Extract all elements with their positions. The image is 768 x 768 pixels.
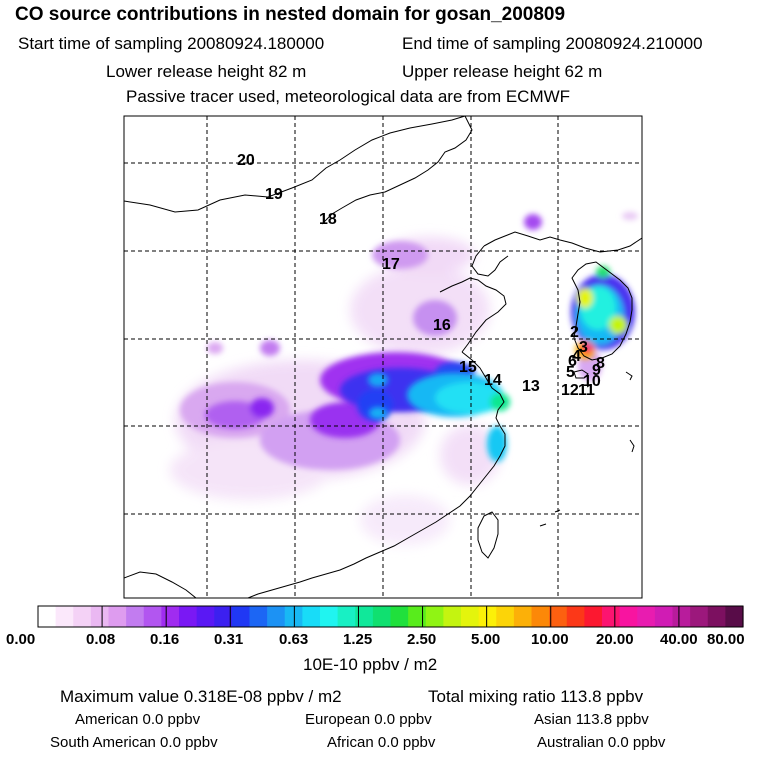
- colorbar-segment: [690, 606, 709, 627]
- colorbar-tick-3: 0.31: [214, 631, 244, 648]
- colorbar-segment: [337, 606, 356, 627]
- colorbar-segment: [179, 606, 198, 627]
- colorbar-tick-0: 0.00: [6, 631, 36, 648]
- trajectory-label-11: 11: [578, 382, 595, 399]
- colorbar-segment: [231, 606, 251, 627]
- colorbar-segment: [249, 606, 268, 627]
- colorbar-tick-5: 1.25: [343, 631, 373, 648]
- trajectory-label-15: 15: [459, 359, 477, 376]
- map-title: CO source contributions in nested domain…: [15, 4, 566, 25]
- colorbar-segment: [654, 606, 674, 627]
- american-contribution: American 0.0 ppbv: [75, 711, 201, 728]
- colorbar-segment: [108, 606, 127, 627]
- colorbar-tick-2: 0.16: [150, 631, 180, 648]
- colorbar-tick-6: 2.50: [407, 631, 437, 648]
- colorbar-segment: [584, 606, 603, 627]
- colorbar-segment: [637, 606, 656, 627]
- colorbar-segment: [478, 606, 497, 627]
- colorbar-segment: [320, 606, 339, 627]
- colorbar-segment: [55, 606, 74, 627]
- colorbar-segment: [513, 606, 533, 627]
- colorbar-segment: [725, 606, 744, 627]
- trajectory-label-19: 19: [265, 186, 283, 203]
- trajectory-label-9: 9: [592, 362, 601, 379]
- australian-contribution: Australian 0.0 ppbv: [537, 734, 666, 751]
- lower-release-height: Lower release height 82 m: [106, 62, 307, 81]
- trajectory-label-20: 20: [237, 152, 255, 169]
- trajectory-label-6: 6: [568, 353, 577, 370]
- trajectory-label-12: 12: [561, 382, 579, 399]
- colorbar-segment: [90, 606, 110, 627]
- total-mixing-ratio: Total mixing ratio 113.8 ppbv: [428, 687, 644, 706]
- colorbar-segment: [302, 606, 321, 627]
- upper-release-height: Upper release height 62 m: [402, 62, 603, 81]
- start-time: Start time of sampling 20080924.180000: [18, 34, 325, 53]
- colorbar-segment: [496, 606, 515, 627]
- colorbar-segment: [461, 606, 480, 627]
- colorbar-segment: [619, 606, 638, 627]
- colorbar-segment: [38, 606, 57, 627]
- colorbar-segment: [531, 606, 550, 627]
- trajectory-label-10: 10: [583, 373, 601, 390]
- asian-contribution: Asian 113.8 ppbv: [534, 711, 649, 728]
- colorbar-segment: [707, 606, 726, 627]
- trajectory-label-14: 14: [484, 372, 502, 389]
- colorbar-segment: [73, 606, 92, 627]
- colorbar-tick-8: 10.00: [531, 631, 569, 648]
- south-american-contribution: South American 0.0 ppbv: [50, 734, 218, 751]
- colorbar-unit: 10E-10 ppbv / m2: [303, 655, 438, 674]
- colorbar-segment: [126, 606, 145, 627]
- colorbar-segment: [425, 606, 444, 627]
- colorbar-tick-11: 80.00: [707, 631, 745, 648]
- trajectory-label-5: 5: [566, 364, 575, 381]
- colorbar-segment: [267, 606, 286, 627]
- colorbar-segment: [672, 606, 691, 627]
- trajectory-label-13: 13: [522, 378, 540, 395]
- trajectory-label-3: 3: [579, 339, 588, 356]
- colorbar-segment: [214, 606, 233, 627]
- colorbar-tick-10: 40.00: [660, 631, 698, 648]
- maximum-value: Maximum value 0.318E-08 ppbv / m2: [60, 687, 342, 706]
- colorbar-segment: [355, 606, 374, 627]
- colorbar-segment: [161, 606, 180, 627]
- colorbar-segment: [549, 606, 568, 627]
- colorbar-segment: [408, 606, 427, 627]
- colorbar-tick-7: 5.00: [471, 631, 501, 648]
- colorbar-segment: [390, 606, 409, 627]
- colorbar-segment: [566, 606, 585, 627]
- colorbar-tick-4: 0.63: [279, 631, 309, 648]
- colorbar: [37, 605, 744, 628]
- lat-lon-grid: [124, 116, 642, 598]
- colorbar-segment: [372, 606, 392, 627]
- colorbar-segment: [143, 606, 162, 627]
- african-contribution: African 0.0 ppbv: [327, 734, 436, 751]
- trajectory-label-16: 16: [433, 317, 451, 334]
- colorbar-segment: [443, 606, 462, 627]
- european-contribution: European 0.0 ppbv: [305, 711, 432, 728]
- tracer-note: Passive tracer used, meteorological data…: [126, 87, 571, 106]
- trajectory-label-17: 17: [382, 256, 400, 273]
- trajectory-label-8: 8: [596, 355, 605, 372]
- colorbar-tick-1: 0.08: [86, 631, 116, 648]
- trajectory-label-18: 18: [319, 211, 337, 228]
- colorbar-segment: [602, 606, 621, 627]
- colorbar-tick-9: 20.00: [596, 631, 634, 648]
- trajectory-label-4: 4: [572, 348, 581, 365]
- coastlines: [124, 116, 642, 598]
- end-time: End time of sampling 20080924.210000: [402, 34, 703, 53]
- trajectory-label-2: 2: [570, 324, 579, 341]
- colorbar-segment: [196, 606, 215, 627]
